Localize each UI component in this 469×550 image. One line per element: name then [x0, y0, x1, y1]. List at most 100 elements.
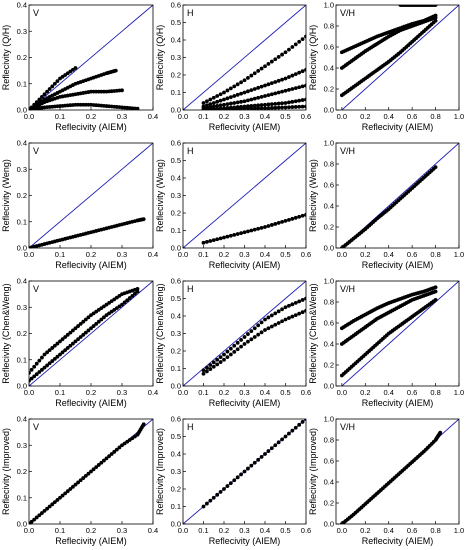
y-tick-label: 0.4	[17, 139, 27, 148]
data-point	[50, 84, 55, 89]
scatter-points	[29, 217, 146, 248]
data-point	[68, 330, 73, 335]
y-tick-label: 0.3	[17, 441, 27, 450]
panel-tag: H	[187, 146, 194, 156]
data-point	[287, 75, 291, 79]
x-tick-label: 0.2	[86, 526, 96, 535]
data-point	[83, 317, 88, 322]
data-point	[256, 457, 261, 462]
data-point	[239, 344, 243, 349]
data-point	[235, 475, 240, 480]
data-point	[228, 233, 233, 238]
data-point	[218, 98, 223, 103]
data-point	[276, 90, 281, 95]
y-tick-label: 0.3	[171, 191, 181, 200]
data-point	[256, 95, 261, 100]
data-point	[252, 103, 257, 108]
data-point	[304, 83, 306, 88]
data-point	[259, 94, 264, 99]
x-tick-label: 0.3	[117, 526, 127, 535]
data-point	[222, 352, 226, 357]
x-axis-label: Reflecivity (AIEM)	[55, 260, 127, 270]
y-axis-label: Reflecivity (Chen&Weng)	[308, 283, 318, 383]
data-point	[211, 107, 216, 110]
data-point	[273, 91, 278, 96]
data-point	[249, 337, 254, 342]
data-point	[266, 326, 271, 331]
data-point	[211, 360, 216, 365]
data-point	[141, 422, 146, 427]
data-point	[266, 102, 271, 107]
data-point	[73, 339, 78, 344]
data-point	[42, 352, 47, 357]
y-tick-label: 0.5	[171, 156, 181, 165]
data-point	[32, 364, 37, 369]
x-tick-label: 0.0	[337, 388, 347, 397]
scatter-points	[339, 285, 438, 378]
data-point	[242, 230, 247, 235]
x-tick-label: 0.6	[301, 112, 311, 121]
data-point	[225, 102, 230, 107]
data-point	[276, 105, 281, 110]
data-point	[273, 80, 278, 84]
data-point	[68, 343, 73, 348]
data-point	[276, 78, 281, 83]
x-tick-label: 0.2	[360, 250, 370, 259]
data-point	[239, 231, 243, 236]
y-tick-label: 0.0	[17, 520, 27, 529]
data-point	[280, 219, 284, 224]
y-tick-label: 0.6	[324, 319, 334, 328]
x-axis-label: Reflecivity (AIEM)	[209, 260, 281, 270]
data-point	[259, 106, 264, 110]
data-point	[113, 68, 118, 73]
reference-line-1to1	[29, 143, 153, 248]
data-point	[252, 335, 257, 339]
y-tick-label: 0.3	[17, 27, 27, 36]
data-point	[218, 360, 223, 364]
data-point	[300, 310, 305, 315]
data-point	[63, 335, 68, 339]
data-point	[208, 107, 213, 110]
panel-p21: 0.0 0.1 0.2 0.3 0.4 0.5 0.6 0.0 0.1 0.2 0.3 0.4 0.5 0…	[155, 277, 311, 408]
x-tick-label: 0.4	[383, 250, 393, 259]
y-tick-label: 0.4	[171, 36, 181, 45]
panel-p01: 0.0 0.1 0.2 0.3 0.4 0.5 0.6 0.0 0.1 0.2 0.3 0.4 0.5 0…	[155, 1, 311, 132]
data-point	[235, 232, 240, 236]
series-0	[29, 217, 146, 248]
data-point	[290, 314, 295, 319]
data-point	[211, 104, 216, 109]
data-point	[120, 302, 124, 307]
data-point	[99, 460, 104, 465]
data-point	[225, 484, 230, 488]
data-point	[239, 80, 243, 85]
x-tick-label: 0.5	[280, 250, 290, 259]
x-tick-label: 0.4	[260, 388, 270, 397]
x-tick-label: 0.1	[55, 388, 65, 397]
data-point	[201, 504, 206, 509]
data-point	[266, 82, 271, 87]
x-tick-label: 0.8	[430, 250, 440, 259]
data-point	[283, 88, 288, 93]
data-point	[287, 100, 291, 105]
panel-p00: 0.0 0.1 0.2 0.3 0.4 0.0 0.1 0.2 0.3 0.4 V Reflecivi…	[1, 1, 158, 132]
data-point	[246, 339, 250, 344]
data-point	[205, 99, 209, 104]
data-point	[300, 69, 305, 74]
data-point	[222, 97, 226, 102]
data-point	[259, 66, 264, 71]
y-tick-label: 1.0	[324, 1, 334, 10]
data-point	[45, 350, 49, 355]
x-tick-label: 0.2	[86, 112, 96, 121]
data-point	[246, 466, 250, 471]
data-point	[287, 87, 291, 92]
panel-tag: H	[187, 422, 194, 432]
data-point	[300, 298, 305, 302]
y-tick-label: 0.4	[171, 174, 181, 183]
y-tick-label: 0.4	[324, 478, 334, 487]
data-point	[104, 456, 109, 461]
data-point	[269, 59, 274, 64]
x-tick-label: 0.8	[430, 526, 440, 535]
data-point	[235, 347, 240, 352]
data-point	[263, 94, 267, 98]
scatter-points	[201, 419, 306, 509]
